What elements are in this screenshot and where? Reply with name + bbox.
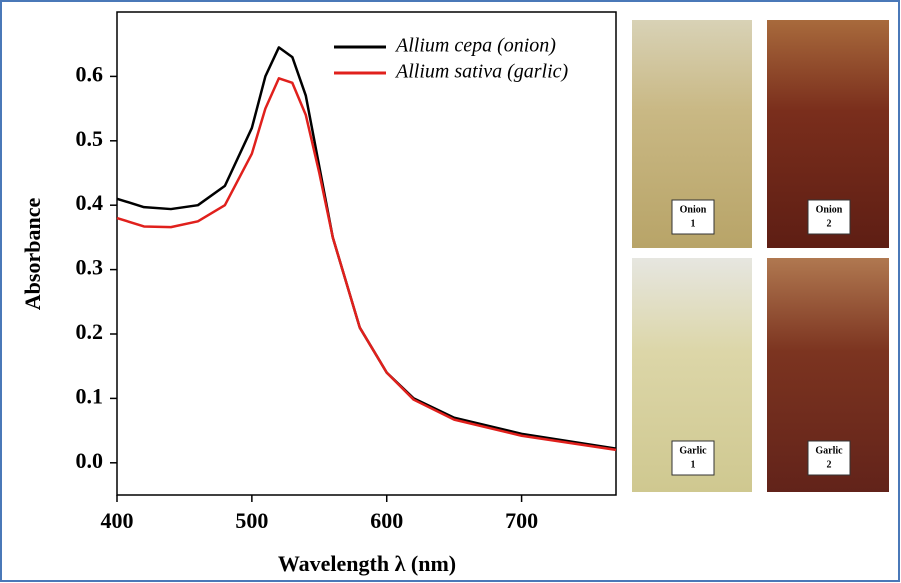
x-tick-label: 400 — [101, 508, 134, 533]
y-tick-label: 0.2 — [76, 319, 104, 344]
photo-label-box — [807, 440, 851, 476]
y-axis-title: Absorbance — [20, 198, 45, 311]
y-tick-label: 0.0 — [76, 448, 104, 473]
series-line — [116, 46, 617, 450]
y-tick-label: 0.4 — [76, 190, 104, 215]
y-tick-label: 0.6 — [76, 61, 104, 86]
photo-label: Onion — [816, 204, 843, 215]
legend-label: Allium sativa (garlic) — [394, 61, 569, 83]
plot-frame — [116, 11, 617, 496]
photo-label: 1 — [691, 459, 696, 470]
photo-label: Onion — [680, 204, 707, 215]
photo-label: Garlic — [679, 445, 707, 456]
legend-label: Allium cepa (onion) — [394, 35, 556, 57]
y-tick-label: 0.3 — [76, 255, 104, 280]
photo-label-box — [671, 199, 715, 235]
photo-label-box — [807, 199, 851, 235]
photo-label: 2 — [827, 218, 832, 229]
photos: Onion 1 Onion 2 Garlic 1 Garlic 2 — [632, 20, 889, 492]
y-tick-label: 0.1 — [76, 383, 104, 408]
photo-label-box — [671, 440, 715, 476]
photo-label: 2 — [827, 459, 832, 470]
y-tick-label: 0.5 — [76, 126, 104, 151]
x-axis-title: Wavelength λ (nm) — [278, 551, 456, 576]
photo-label: 1 — [691, 218, 696, 229]
x-tick-label: 500 — [235, 508, 268, 533]
x-tick-label: 600 — [370, 508, 403, 533]
series-line — [116, 77, 617, 452]
x-tick-label: 700 — [505, 508, 538, 533]
photo-label: Garlic — [815, 445, 843, 456]
